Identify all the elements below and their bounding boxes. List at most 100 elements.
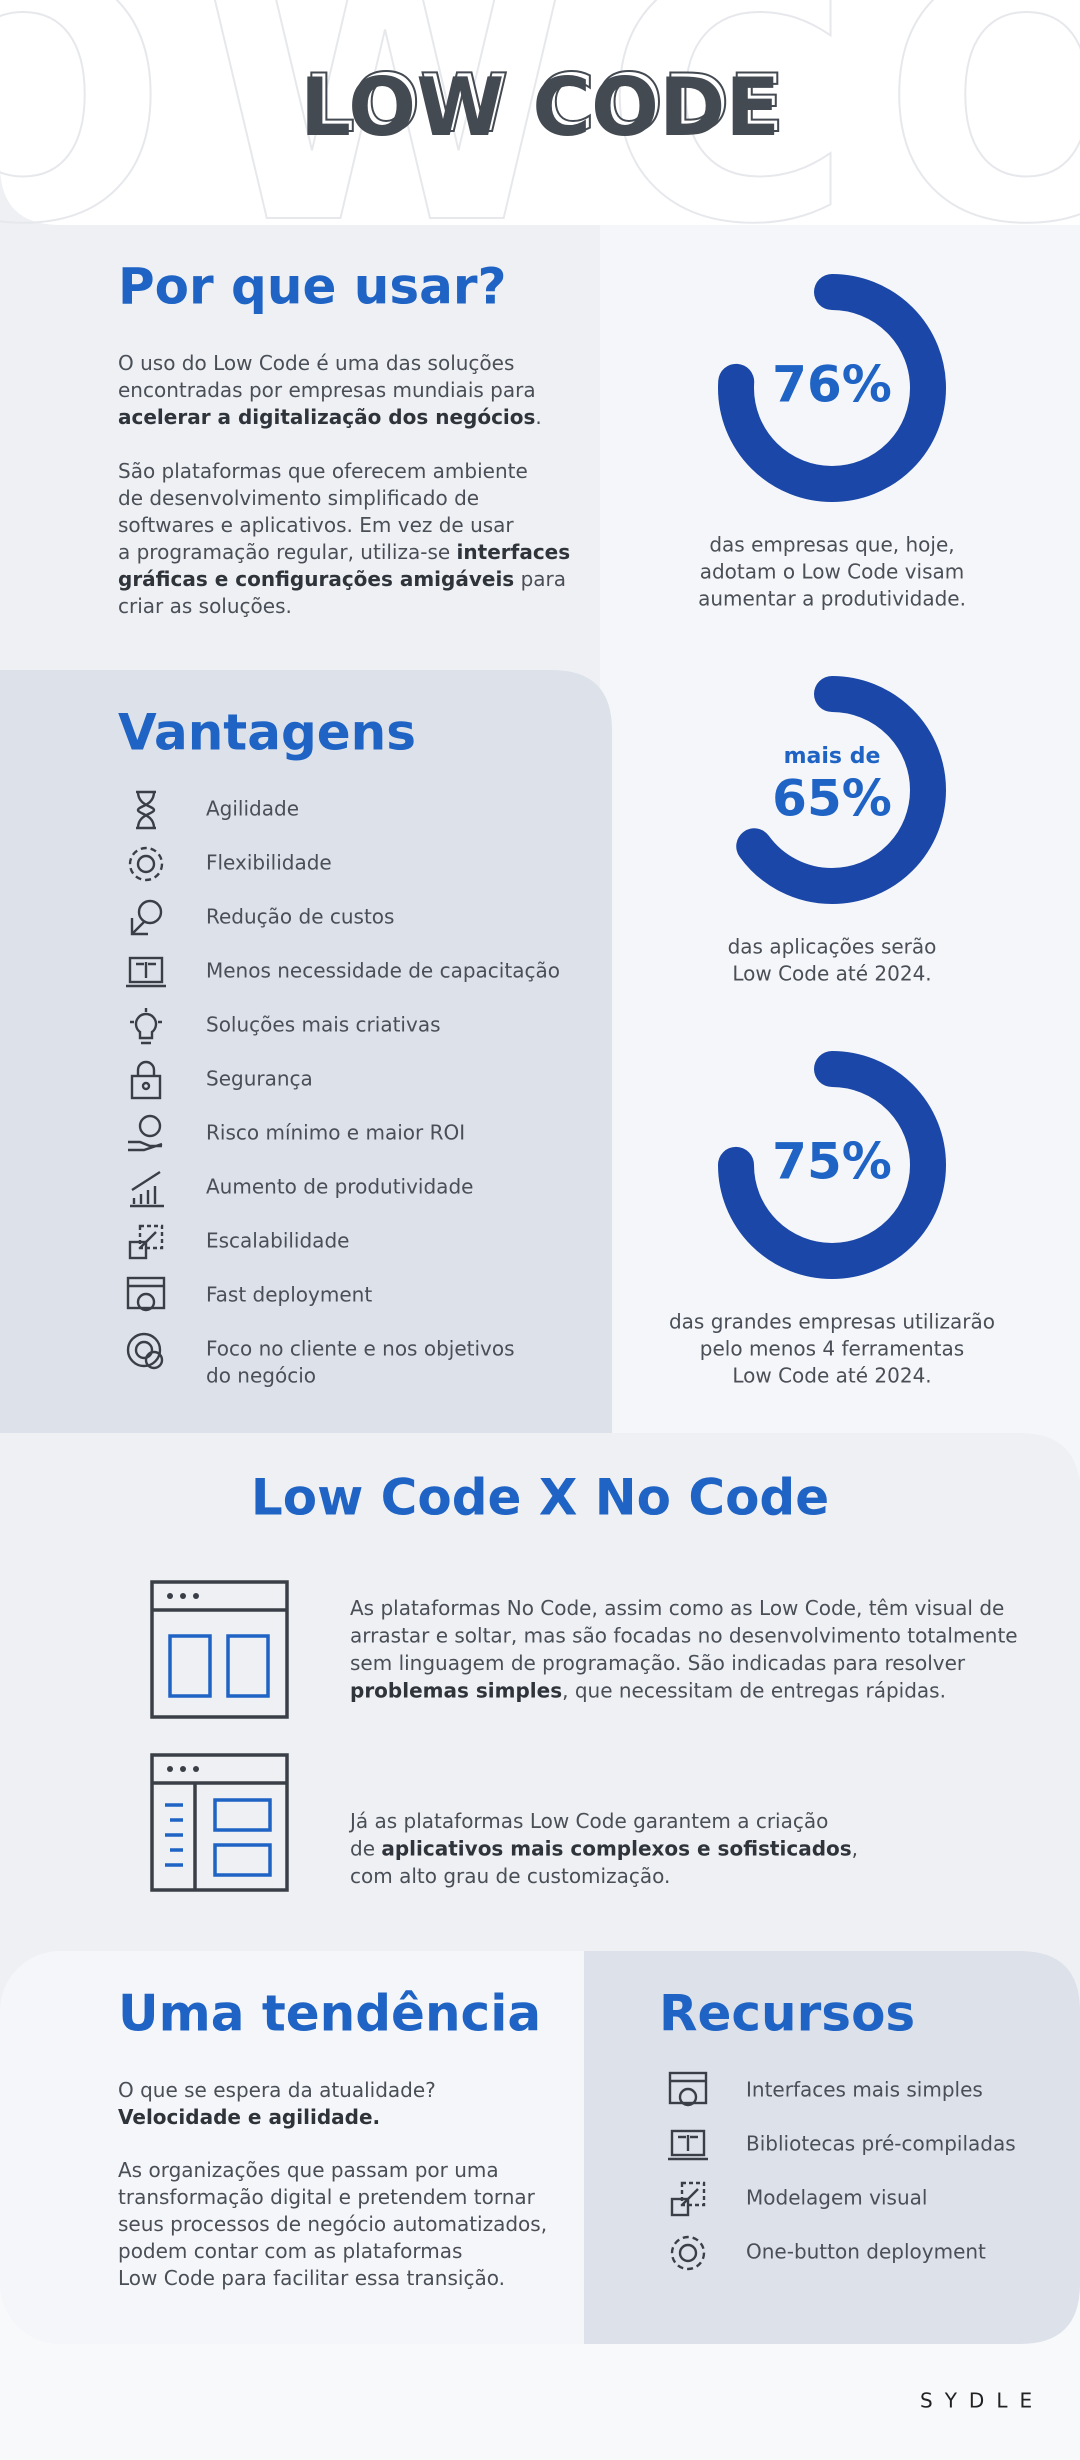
icon xyxy=(126,956,166,988)
header-bg xyxy=(0,0,1080,225)
text-line: O que se espera da atualidade? xyxy=(118,2078,436,2102)
stat-prefix: mais de xyxy=(784,744,881,769)
stat-caption: aumentar a produtividade. xyxy=(698,587,966,611)
title: LOW CODE xyxy=(300,61,780,154)
stat-caption: das grandes empresas utilizarão xyxy=(669,1310,995,1334)
text-run: O uso do Low Code é uma das soluções xyxy=(118,351,514,375)
icon xyxy=(668,2071,708,2107)
text-line: As organizações que passam por uma xyxy=(118,2158,499,2182)
text-run: As organizações que passam por uma xyxy=(118,2158,499,2182)
text-line: a programação regular, utiliza-se interf… xyxy=(118,540,570,564)
advantage-label: Fast deployment xyxy=(206,1283,372,1307)
advantage-label: Agilidade xyxy=(206,797,299,821)
advantage-label: Risco mínimo e maior ROI xyxy=(206,1121,465,1145)
icon xyxy=(668,2129,708,2161)
advantage-label: Flexibilidade xyxy=(206,851,332,875)
text-line: gráficas e configurações amigáveis para xyxy=(118,567,566,591)
section-title: Recursos xyxy=(659,1985,915,2043)
donut-arc xyxy=(718,274,946,502)
text-line: transformação digital e pretendem tornar xyxy=(118,2185,536,2209)
text-run: aplicativos mais complexos e sofisticado… xyxy=(381,1836,851,1860)
icon xyxy=(128,846,164,882)
text-run: Low Code para facilitar essa transição. xyxy=(118,2266,505,2290)
advantage-label: Menos necessidade de capacitação xyxy=(206,959,560,983)
text-run: sem linguagem de programação. São indica… xyxy=(350,1651,966,1675)
text-run: transformação digital e pretendem tornar xyxy=(118,2185,536,2209)
stat-caption: das empresas que, hoje, xyxy=(709,533,954,557)
icon xyxy=(670,2181,706,2217)
advantage-label: Aumento de produtividade xyxy=(206,1175,473,1199)
advantage-label: Redução de custos xyxy=(206,905,394,929)
text-line: problemas simples, que necessitam de ent… xyxy=(350,1678,946,1702)
text-line: seus processos de negócio automatizados, xyxy=(118,2212,547,2236)
title-shadow: LOW CODE xyxy=(304,57,784,150)
text-run: gráficas e configurações amigáveis xyxy=(118,567,514,591)
icon xyxy=(136,790,156,830)
icon xyxy=(130,899,163,936)
text-run: seus processos de negócio automatizados, xyxy=(118,2212,547,2236)
text-run: Já as plataformas Low Code garantem a cr… xyxy=(348,1809,828,1833)
section-title: Vantagens xyxy=(118,704,416,762)
text-run: , xyxy=(852,1836,858,1860)
donut-arc xyxy=(718,1051,946,1279)
text-line: criar as soluções. xyxy=(118,594,292,618)
logo: SYDLE xyxy=(920,2389,1044,2413)
resource-label: Modelagem visual xyxy=(746,2186,927,2210)
icon xyxy=(126,1332,164,1370)
text-run: Velocidade e agilidade. xyxy=(118,2105,380,2129)
text-run: acelerar a digitalização dos negócios xyxy=(118,405,535,429)
text-run: São plataformas que oferecem ambiente xyxy=(118,459,528,483)
text-line: Velocidade e agilidade. xyxy=(118,2105,380,2129)
text-run: de desenvolvimento simplificado de xyxy=(118,486,479,510)
text-run: , que necessitam de entregas rápidas. xyxy=(562,1678,946,1702)
text-line: arrastar e soltar, mas são focadas no de… xyxy=(350,1623,1018,1647)
text-run: encontradas por empresas mundiais para xyxy=(118,378,536,402)
advantage-label: Escalabilidade xyxy=(206,1229,349,1253)
text-line: encontradas por empresas mundiais para xyxy=(118,378,536,402)
background-text: OWCO xyxy=(0,0,1080,299)
text-run: criar as soluções. xyxy=(118,594,292,618)
text-run: softwares e aplicativos. Em vez de usar xyxy=(118,513,514,537)
section-title: Low Code X No Code xyxy=(251,1469,829,1527)
stat-caption: Low Code até 2024. xyxy=(732,1364,931,1388)
stat-value: 75% xyxy=(772,1133,892,1191)
text-line: O uso do Low Code é uma das soluções xyxy=(118,351,514,375)
section-title: Uma tendência xyxy=(118,1985,541,2043)
stat-caption: pelo menos 4 ferramentas xyxy=(700,1337,964,1361)
stat-value: 65% xyxy=(772,770,892,828)
donut-arc xyxy=(718,676,946,904)
text-line: de desenvolvimento simplificado de xyxy=(118,486,479,510)
window-dots xyxy=(167,1593,199,1772)
window-icon xyxy=(150,1580,289,1892)
text-run: com alto grau de customização. xyxy=(350,1864,670,1888)
stat-caption: adotam o Low Code visam xyxy=(700,560,965,584)
text-run: podem contar com as plataformas xyxy=(118,2239,462,2263)
icon xyxy=(128,1114,163,1152)
comparison-panel xyxy=(0,1433,1080,2100)
text-line: com alto grau de customização. xyxy=(350,1864,670,1888)
text-run: O que se espera da atualidade? xyxy=(118,2078,436,2102)
text-line: de aplicativos mais complexos e sofistic… xyxy=(350,1836,858,1860)
advantage-label: do negócio xyxy=(206,1364,316,1388)
resource-label: Bibliotecas pré-compiladas xyxy=(746,2132,1016,2156)
icon xyxy=(670,2235,706,2271)
text-run: . xyxy=(535,405,541,429)
text-run: arrastar e soltar, mas são focadas no de… xyxy=(350,1623,1018,1647)
text-line: sem linguagem de programação. São indica… xyxy=(350,1651,966,1675)
stat-caption: das aplicações serão xyxy=(728,935,937,959)
stat-value: 76% xyxy=(772,356,892,414)
text-run: de xyxy=(350,1836,381,1860)
trend-panel xyxy=(0,1951,640,2344)
icon xyxy=(128,1224,164,1260)
advantage-label: Foco no cliente e nos objetivos xyxy=(206,1337,515,1361)
icon xyxy=(126,1276,166,1312)
advantages-panel xyxy=(0,670,612,1433)
advantage-label: Soluções mais criativas xyxy=(206,1013,441,1037)
resource-label: Interfaces mais simples xyxy=(746,2078,983,2102)
advantage-label: Segurança xyxy=(206,1067,313,1091)
section-title: Por que usar? xyxy=(118,258,507,316)
text-line: Já as plataformas Low Code garantem a cr… xyxy=(348,1809,828,1833)
icon xyxy=(130,1060,162,1100)
